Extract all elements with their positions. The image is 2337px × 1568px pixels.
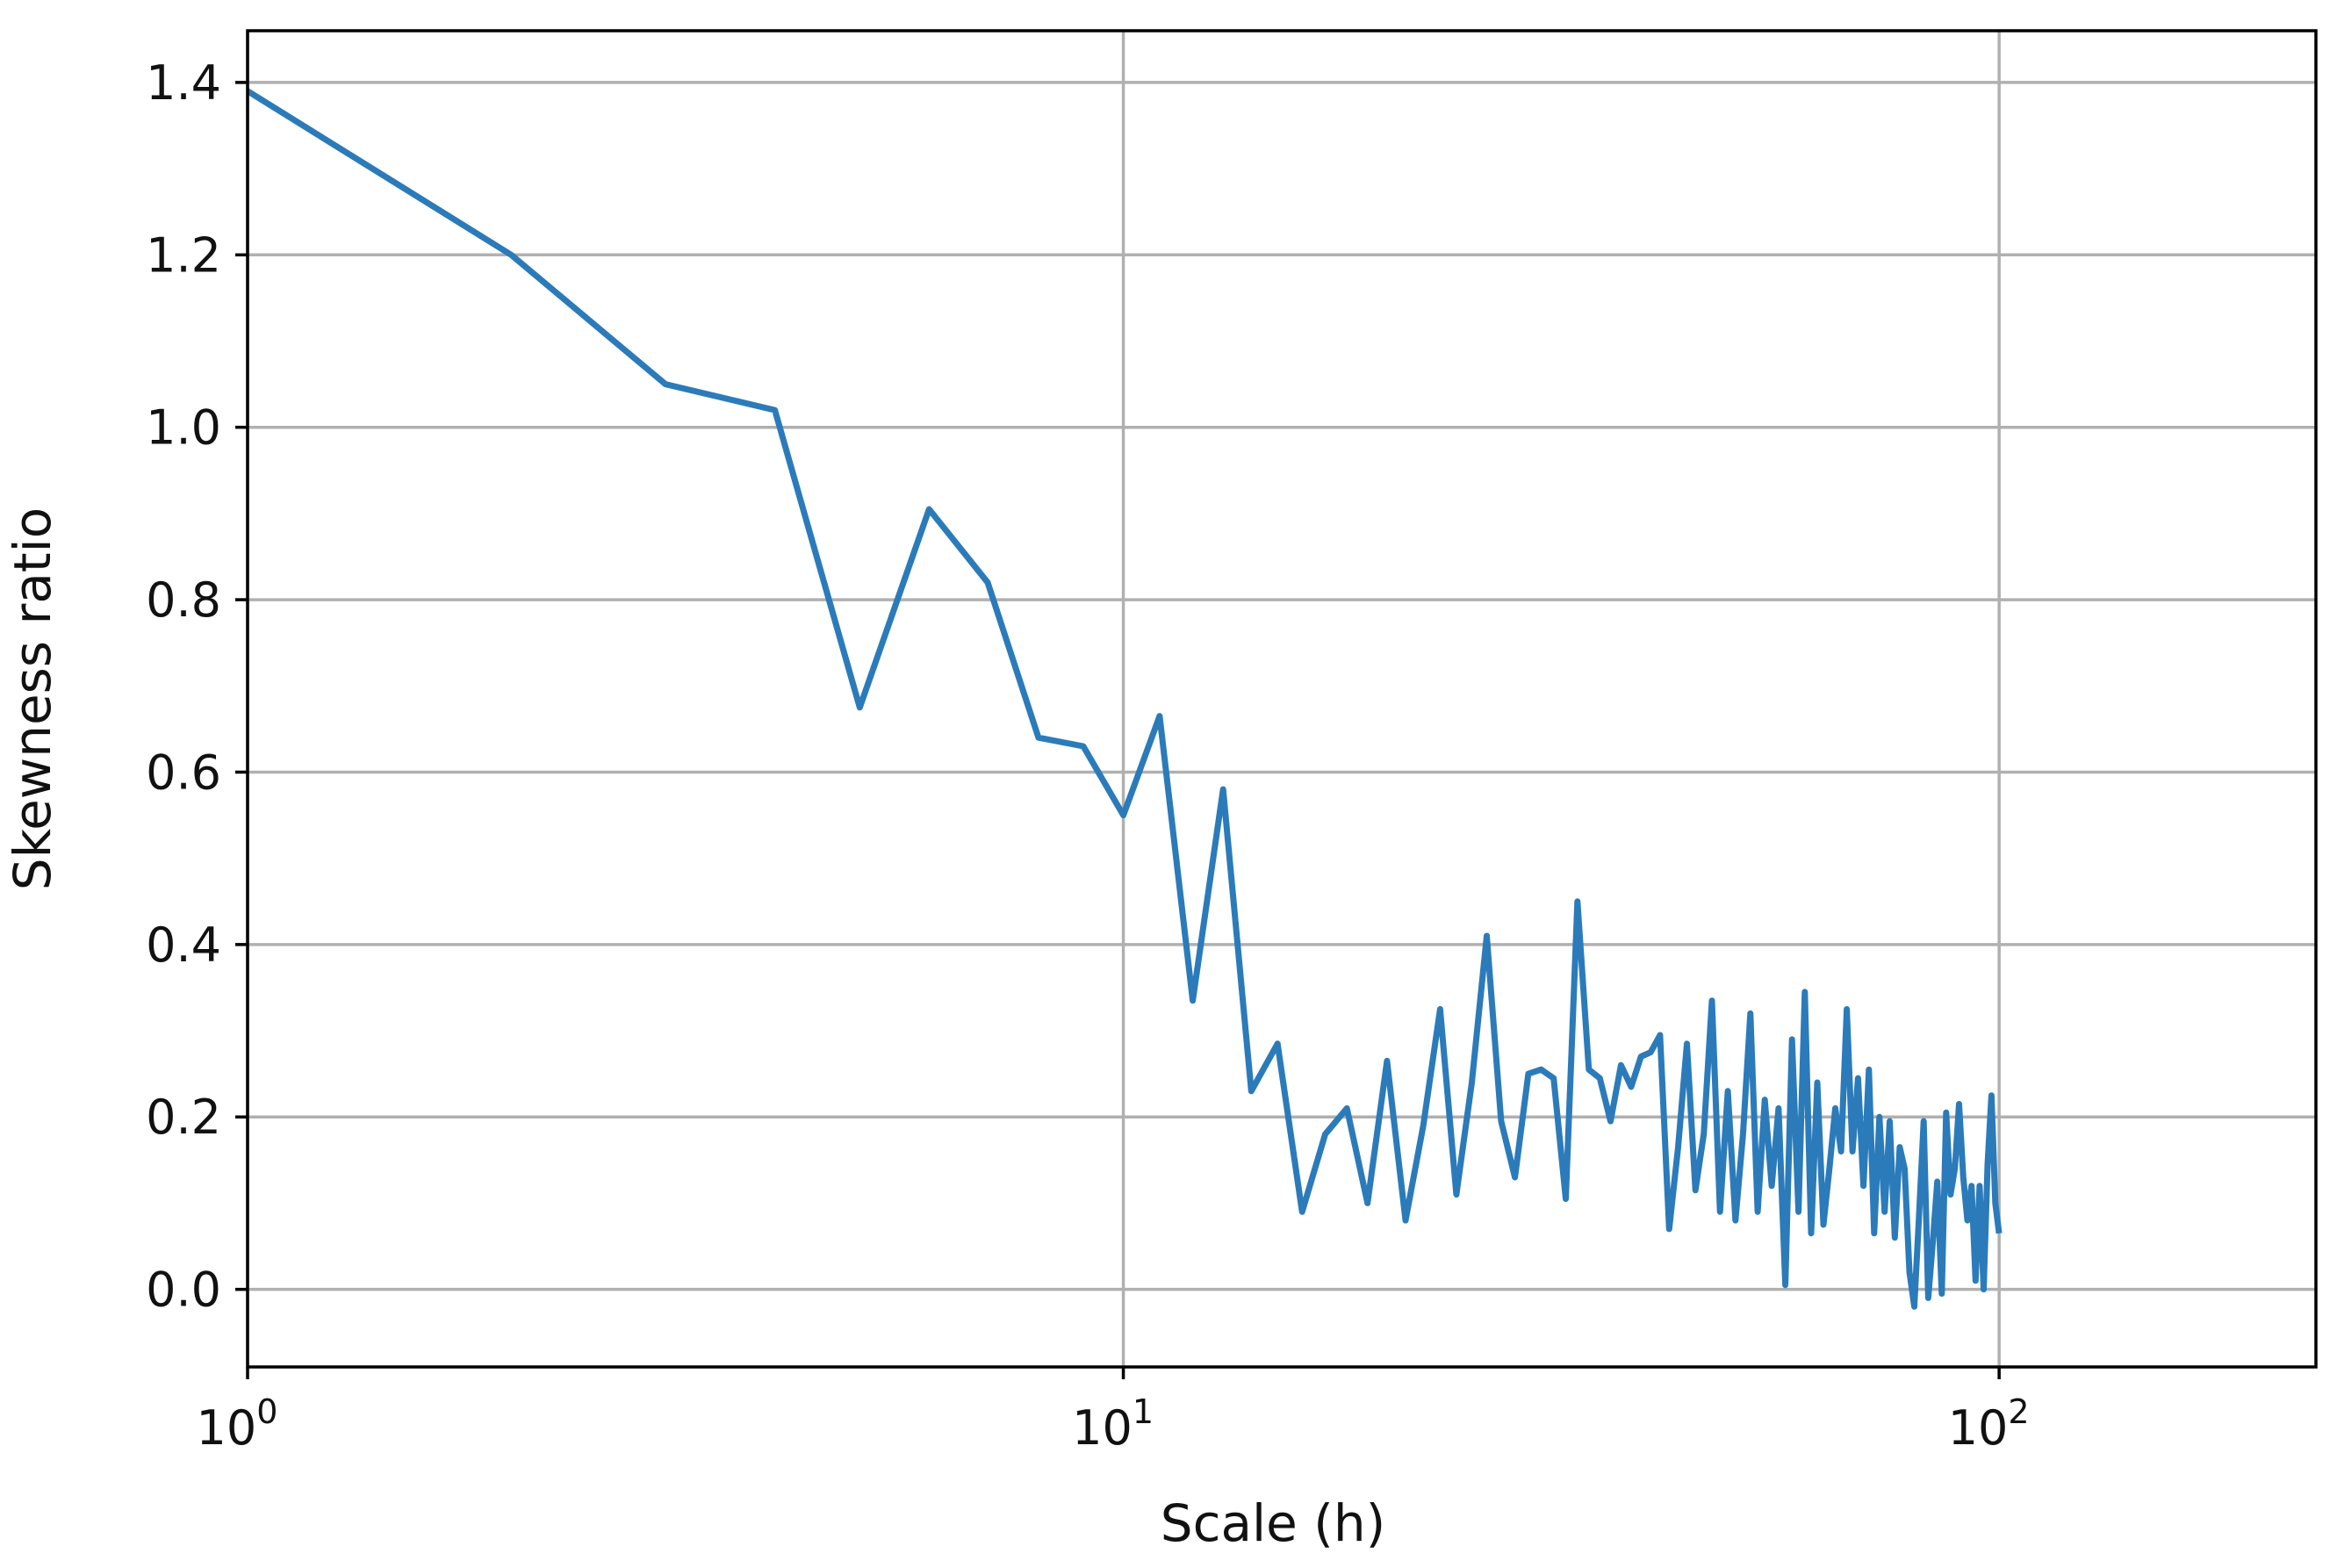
y-tick-label: 0.4 [146, 917, 221, 973]
y-axis-label: Skewness ratio [3, 507, 62, 891]
x-tick-base: 10 [1948, 1400, 2009, 1456]
x-tick-exponent: 1 [1133, 1392, 1154, 1431]
x-tick-label: 100 [197, 1392, 278, 1456]
y-tick-label: 0.6 [146, 744, 221, 800]
plot-frame [246, 29, 2318, 1369]
axis-ticks [235, 81, 2001, 1379]
x-tick-label: 102 [1948, 1392, 2030, 1456]
x-tick-exponent: 0 [256, 1392, 277, 1431]
y-tick-label: 0.8 [146, 572, 221, 628]
x-tick-exponent: 2 [2008, 1392, 2029, 1431]
x-tick-label: 101 [1072, 1392, 1154, 1456]
series-layer [246, 88, 2003, 1310]
y-tick-label: 1.2 [146, 227, 221, 283]
x-tick-base: 10 [1072, 1400, 1133, 1456]
y-tick-label: 0.2 [146, 1090, 221, 1145]
x-tick-base: 10 [197, 1400, 257, 1456]
grid-lines [246, 31, 2316, 1367]
y-tick-label: 1.4 [146, 55, 221, 111]
series-line [246, 88, 2003, 1310]
y-tick-label: 0.0 [146, 1262, 221, 1318]
x-axis-label: Scale (h) [1161, 1493, 1386, 1553]
y-tick-label: 1.0 [146, 400, 221, 456]
